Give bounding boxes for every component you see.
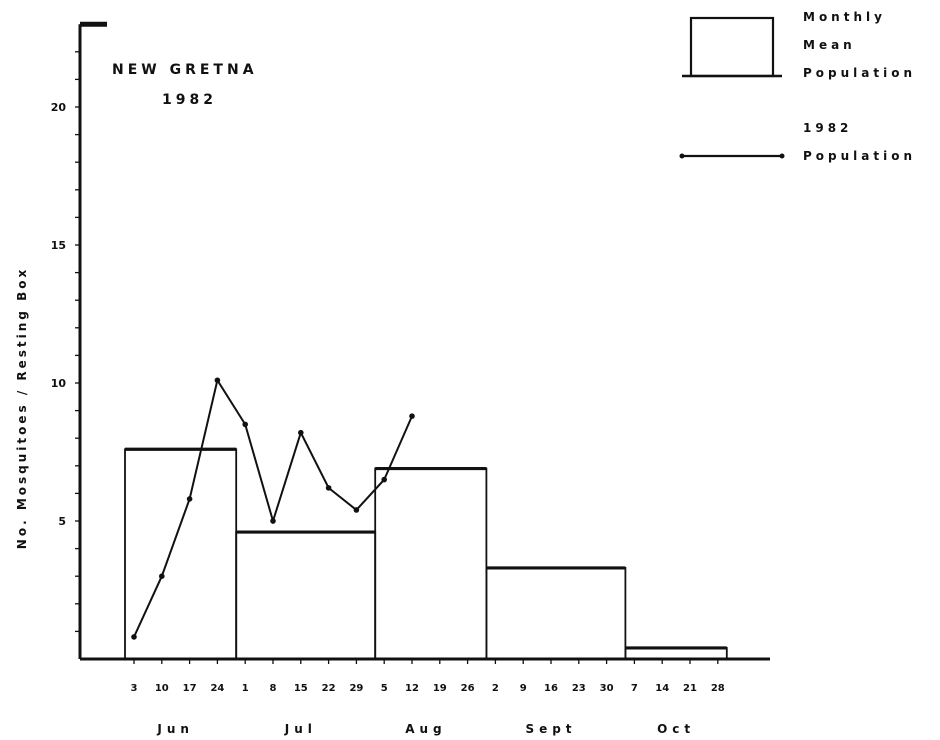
mean-bar-jul [235,531,377,660]
x-tick-label: 7 [631,683,638,694]
mean-bar-aug [374,467,488,660]
mean-bar-oct [624,647,728,660]
x-tick-label: 3 [131,683,138,694]
x-tick-label: 19 [433,683,447,694]
x-tick-label: 29 [349,683,363,694]
x-tick-label: 16 [544,683,558,694]
population-1982-line [133,377,413,638]
x-tick-label: 22 [322,683,336,694]
y-tick-label: 5 [58,515,66,528]
population-1982-point [242,421,248,428]
x-tick-label: 8 [270,683,277,694]
month-label: Jun [156,722,194,736]
population-1982-point [409,413,415,419]
population-1982-point [214,377,221,384]
legend-bar-label-line-3: Population [803,66,916,80]
x-tick-label: 12 [405,683,419,694]
population-1982-point [353,507,360,513]
x-tick-label: 10 [155,683,169,694]
month-label: Sept [525,722,576,736]
x-tick-label: 24 [210,683,224,694]
y-tick-label: 20 [51,101,67,114]
legend-line-marker-left [679,153,685,159]
y-tick-label: 10 [51,377,67,390]
y-tick-label: 15 [51,239,66,252]
population-1982-point [381,476,388,483]
legend-line-marker-right [779,153,785,159]
month-label: Oct [657,722,695,736]
legend-bar-swatch [689,16,775,78]
legend: Monthly Mean Population 1982 Population [679,10,916,163]
legend-line-label-line-1: 1982 [803,121,852,135]
x-tick-label: 23 [572,683,586,694]
month-label: Aug [405,722,446,736]
x-tick-label: 15 [294,683,308,694]
mean-bar-jun [124,448,238,660]
x-tick-label: 26 [461,683,475,694]
x-tick-label: 30 [600,683,614,694]
x-tick-label: 1 [242,683,249,694]
x-tick-label: 2 [492,683,499,694]
population-1982-point [325,485,332,491]
legend-line-label-line-2: Population [803,149,916,163]
population-1982-point [186,496,193,502]
legend-bar-label-line-2: Mean [803,38,856,52]
chart-title-line-1: NEW GRETNA [112,62,258,78]
population-1982-point [270,518,276,524]
x-tick-label: 14 [655,683,669,694]
mean-bar-sept [485,567,627,660]
legend-bar-label-line-1: Monthly [803,10,886,24]
x-tick-label: 17 [183,683,197,694]
chart-title-line-2: 1982 [162,92,217,108]
month-label: Jul [284,722,317,736]
x-tick-label: 5 [381,683,388,694]
x-tick-label: 21 [683,683,697,694]
title: NEW GRETNA 1982 [112,62,258,108]
population-1982-point [131,634,137,640]
x-tick-label: 9 [520,683,527,694]
y-axis-label: No. Mosquitoes / Resting Box [15,267,29,549]
x-tick-label: 28 [711,683,725,694]
population-1982-point [298,429,304,436]
population-1982-point [159,573,165,579]
